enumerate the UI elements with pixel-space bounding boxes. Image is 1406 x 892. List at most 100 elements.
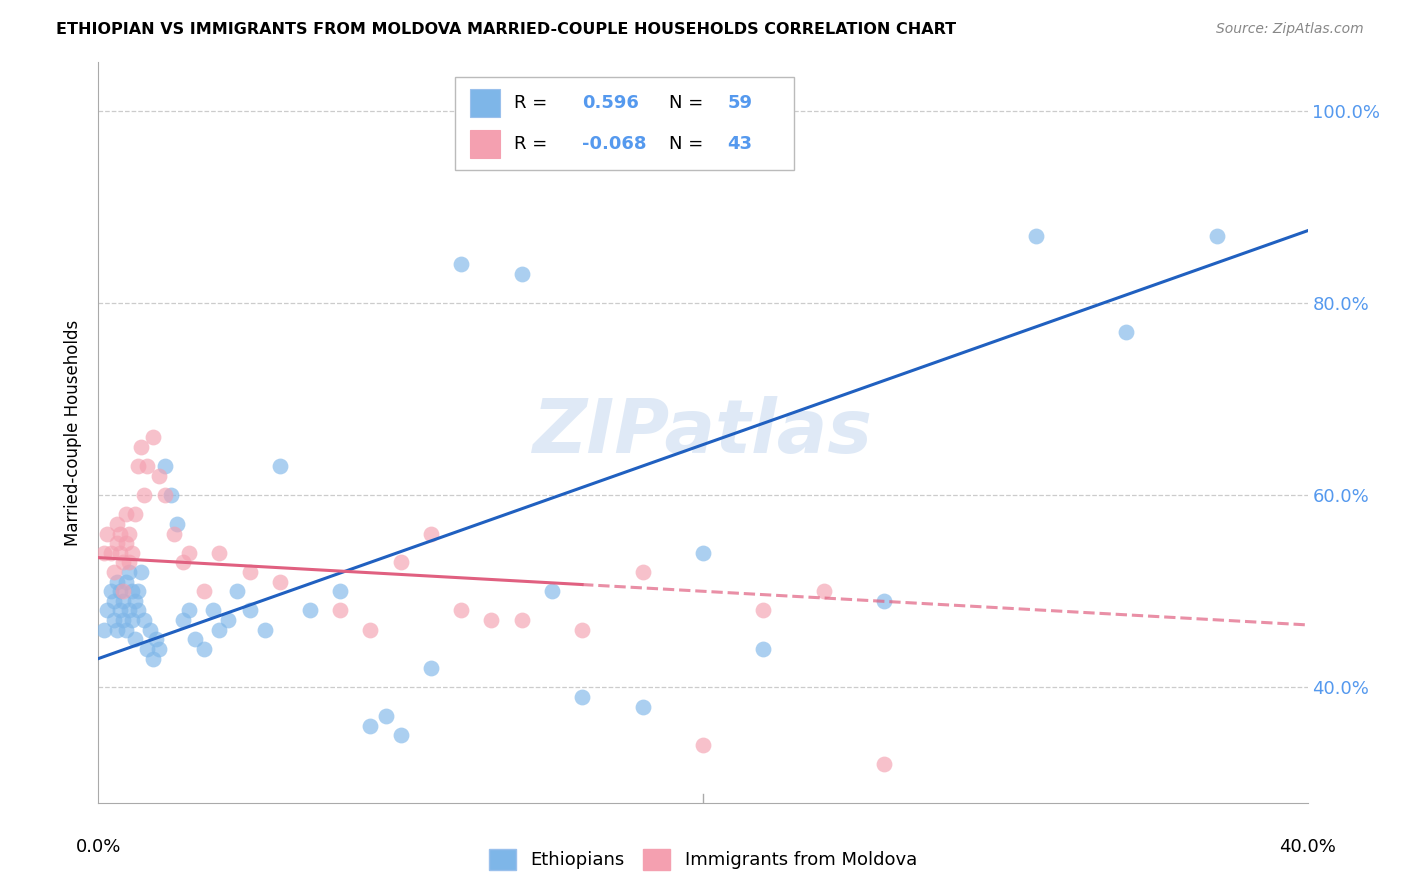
Point xyxy=(299,603,322,617)
Point xyxy=(166,516,188,531)
Point xyxy=(873,757,896,772)
Point xyxy=(374,709,396,723)
Point xyxy=(269,574,291,589)
Point xyxy=(118,603,141,617)
Point xyxy=(481,613,503,627)
Point xyxy=(153,488,176,502)
Point xyxy=(813,584,835,599)
Point xyxy=(193,642,215,657)
Point xyxy=(193,584,215,599)
Point xyxy=(121,613,143,627)
Point xyxy=(420,661,443,675)
Point xyxy=(124,594,146,608)
Point xyxy=(692,546,714,560)
Text: 40.0%: 40.0% xyxy=(1279,838,1336,855)
Point xyxy=(108,603,131,617)
Point xyxy=(124,632,146,647)
Point xyxy=(100,584,122,599)
Text: ZIPatlas: ZIPatlas xyxy=(533,396,873,469)
Point xyxy=(105,574,128,589)
Point xyxy=(124,508,146,522)
Point xyxy=(114,508,136,522)
Point xyxy=(118,556,141,570)
Point xyxy=(1115,325,1137,339)
Text: 0.596: 0.596 xyxy=(582,95,638,112)
Point xyxy=(111,556,134,570)
Point xyxy=(129,565,152,579)
Point xyxy=(692,738,714,752)
Point xyxy=(103,594,125,608)
Point xyxy=(111,613,134,627)
Point xyxy=(111,584,134,599)
Point xyxy=(148,469,170,483)
Point xyxy=(132,488,155,502)
Point xyxy=(269,459,291,474)
Point xyxy=(179,603,201,617)
Point xyxy=(108,546,131,560)
Point xyxy=(118,526,141,541)
Point xyxy=(111,594,134,608)
FancyBboxPatch shape xyxy=(470,130,501,158)
Point xyxy=(108,526,131,541)
Point xyxy=(108,584,131,599)
Point xyxy=(121,546,143,560)
Point xyxy=(114,623,136,637)
Point xyxy=(153,459,176,474)
Point xyxy=(96,603,118,617)
Point xyxy=(93,623,115,637)
Point xyxy=(114,574,136,589)
Point xyxy=(148,642,170,657)
Point xyxy=(389,729,412,743)
Text: 43: 43 xyxy=(727,135,752,153)
Point xyxy=(540,584,562,599)
Point xyxy=(96,526,118,541)
Point xyxy=(118,565,141,579)
Text: 59: 59 xyxy=(727,95,752,112)
Point xyxy=(389,556,412,570)
Point xyxy=(239,565,262,579)
Point xyxy=(571,690,593,704)
Text: R =: R = xyxy=(515,135,554,153)
Text: -0.068: -0.068 xyxy=(582,135,647,153)
Point xyxy=(184,632,207,647)
Point xyxy=(329,603,352,617)
Point xyxy=(142,651,165,665)
Y-axis label: Married-couple Households: Married-couple Households xyxy=(65,319,83,546)
Point xyxy=(105,536,128,550)
Point xyxy=(1024,228,1046,243)
Text: N =: N = xyxy=(669,95,709,112)
Text: Source: ZipAtlas.com: Source: ZipAtlas.com xyxy=(1216,22,1364,37)
Point xyxy=(139,623,162,637)
Point xyxy=(360,719,382,733)
Text: ETHIOPIAN VS IMMIGRANTS FROM MOLDOVA MARRIED-COUPLE HOUSEHOLDS CORRELATION CHART: ETHIOPIAN VS IMMIGRANTS FROM MOLDOVA MAR… xyxy=(56,22,956,37)
FancyBboxPatch shape xyxy=(456,78,793,169)
Point xyxy=(127,584,149,599)
Point xyxy=(121,584,143,599)
Point xyxy=(142,430,165,444)
Point xyxy=(103,565,125,579)
Point xyxy=(135,642,157,657)
Point xyxy=(202,603,225,617)
Point xyxy=(132,613,155,627)
Point xyxy=(208,546,231,560)
Point xyxy=(239,603,262,617)
Point xyxy=(103,613,125,627)
Point xyxy=(172,613,194,627)
Point xyxy=(571,623,593,637)
Point xyxy=(217,613,239,627)
Point xyxy=(100,546,122,560)
Point xyxy=(93,546,115,560)
Point xyxy=(631,565,654,579)
Text: N =: N = xyxy=(669,135,709,153)
Point xyxy=(105,516,128,531)
Point xyxy=(179,546,201,560)
Point xyxy=(752,603,775,617)
Point xyxy=(329,584,352,599)
Point xyxy=(163,526,186,541)
Point xyxy=(129,440,152,454)
Point xyxy=(450,257,472,271)
Point xyxy=(127,459,149,474)
Point xyxy=(510,613,533,627)
Point xyxy=(420,526,443,541)
Point xyxy=(450,603,472,617)
